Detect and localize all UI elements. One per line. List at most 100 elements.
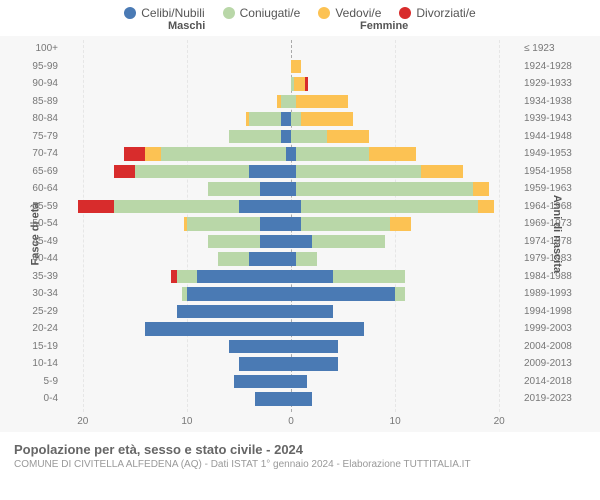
- bar-segment: [291, 235, 312, 249]
- legend-label: Coniugati/e: [240, 6, 301, 20]
- pyramid-row: 35-391984-1988: [62, 268, 520, 286]
- birth-year-label: 1979-1983: [524, 250, 588, 268]
- x-tick-label: 10: [181, 416, 192, 427]
- bar-male: [234, 375, 291, 389]
- bar-male: [145, 322, 291, 336]
- bar-segment: [390, 217, 411, 231]
- bar-segment: [249, 112, 280, 126]
- bar-segment: [291, 130, 327, 144]
- legend: Celibi/NubiliConiugati/eVedovi/eDivorzia…: [0, 0, 600, 20]
- bar-male: [171, 270, 291, 284]
- chart-subtitle: COMUNE DI CIVITELLA ALFEDENA (AQ) - Dati…: [14, 459, 588, 470]
- x-tick-label: 20: [494, 416, 505, 427]
- birth-year-label: 1949-1953: [524, 145, 588, 163]
- bar-segment: [369, 147, 416, 161]
- bar-male: [114, 165, 291, 179]
- bar-female: [291, 200, 494, 214]
- bar-female: [291, 305, 333, 319]
- pyramid-row: 50-541969-1973: [62, 215, 520, 233]
- age-label: 70-74: [20, 145, 58, 163]
- bar-male: [239, 357, 291, 371]
- bar-segment: [187, 287, 291, 301]
- plot: 100+≤ 192395-991924-192890-941929-193385…: [62, 40, 520, 412]
- pyramid-row: 60-641959-1963: [62, 180, 520, 198]
- chart-title: Popolazione per età, sesso e stato civil…: [14, 442, 588, 457]
- age-label: 10-14: [20, 355, 58, 373]
- bar-segment: [296, 147, 369, 161]
- bar-segment: [260, 182, 291, 196]
- bar-segment: [301, 112, 353, 126]
- bar-segment: [260, 235, 291, 249]
- birth-year-label: 1989-1993: [524, 285, 588, 303]
- bar-segment: [187, 217, 260, 231]
- bar-segment: [291, 217, 301, 231]
- pyramid-row: 45-491974-1978: [62, 233, 520, 251]
- birth-year-label: 2019-2023: [524, 390, 588, 408]
- legend-dot: [318, 7, 330, 19]
- bar-segment: [281, 112, 291, 126]
- birth-year-label: 1959-1963: [524, 180, 588, 198]
- pyramid-row: 100+≤ 1923: [62, 40, 520, 58]
- bar-segment: [421, 165, 463, 179]
- bar-segment: [296, 252, 317, 266]
- age-label: 0-4: [20, 390, 58, 408]
- age-label: 20-24: [20, 320, 58, 338]
- bar-segment: [124, 147, 145, 161]
- bar-segment: [197, 270, 291, 284]
- birth-year-label: 1984-1988: [524, 268, 588, 286]
- pyramid-row: 0-42019-2023: [62, 390, 520, 408]
- age-label: 100+: [20, 40, 58, 58]
- pyramid-row: 20-241999-2003: [62, 320, 520, 338]
- age-label: 35-39: [20, 268, 58, 286]
- birth-year-label: 1944-1948: [524, 128, 588, 146]
- bar-female: [291, 322, 364, 336]
- birth-year-label: 1954-1958: [524, 163, 588, 181]
- bar-female: [291, 270, 406, 284]
- bar-segment: [281, 130, 291, 144]
- bar-segment: [294, 77, 304, 91]
- pyramid-row: 80-841939-1943: [62, 110, 520, 128]
- bar-segment: [208, 182, 260, 196]
- female-label: Femmine: [360, 20, 408, 32]
- bar-segment: [291, 340, 338, 354]
- age-label: 45-49: [20, 233, 58, 251]
- pyramid-row: 40-441979-1983: [62, 250, 520, 268]
- x-axis: 201001020: [62, 416, 520, 430]
- pyramid-row: 95-991924-1928: [62, 58, 520, 76]
- bar-segment: [291, 287, 395, 301]
- bar-segment: [301, 217, 389, 231]
- bar-male: [208, 235, 291, 249]
- bar-female: [291, 235, 385, 249]
- bar-female: [291, 130, 369, 144]
- legend-dot: [124, 7, 136, 19]
- legend-item: Celibi/Nubili: [124, 6, 204, 20]
- bar-segment: [78, 200, 114, 214]
- pyramid-row: 15-192004-2008: [62, 338, 520, 356]
- bar-segment: [301, 200, 478, 214]
- age-label: 50-54: [20, 215, 58, 233]
- legend-item: Coniugati/e: [223, 6, 301, 20]
- bar-segment: [145, 322, 291, 336]
- bar-segment: [291, 357, 338, 371]
- age-label: 25-29: [20, 303, 58, 321]
- birth-year-label: 1964-1968: [524, 198, 588, 216]
- bar-segment: [327, 130, 369, 144]
- bar-segment: [114, 200, 239, 214]
- birth-year-label: 2009-2013: [524, 355, 588, 373]
- legend-dot: [399, 7, 411, 19]
- age-label: 75-79: [20, 128, 58, 146]
- bar-segment: [296, 165, 421, 179]
- bar-male: [246, 112, 291, 126]
- pyramid-row: 70-741949-1953: [62, 145, 520, 163]
- bar-male: [124, 147, 291, 161]
- bar-segment: [291, 305, 333, 319]
- age-label: 30-34: [20, 285, 58, 303]
- bar-segment: [239, 200, 291, 214]
- footer: Popolazione per età, sesso e stato civil…: [0, 432, 600, 470]
- male-label: Maschi: [168, 20, 205, 32]
- bar-segment: [239, 357, 291, 371]
- bar-segment: [260, 217, 291, 231]
- legend-label: Divorziati/e: [416, 6, 475, 20]
- bar-segment: [395, 287, 405, 301]
- pyramid-row: 5-92014-2018: [62, 373, 520, 391]
